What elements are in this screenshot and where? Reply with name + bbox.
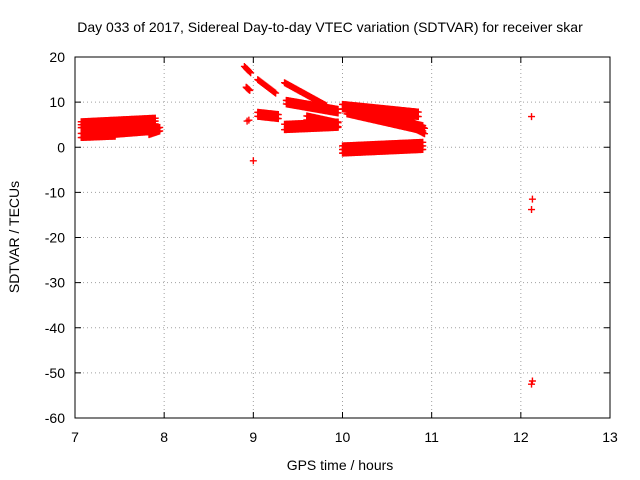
data-point [421, 124, 429, 132]
data-point [272, 89, 280, 97]
data-point [245, 116, 253, 124]
y-tick-label: -40 [45, 320, 65, 336]
x-tick-label: 9 [249, 429, 257, 445]
data-point [334, 119, 342, 127]
x-tick-labels: 7 8 9 10 11 12 13 [71, 429, 618, 445]
data-point [271, 88, 279, 96]
x-tick-label: 13 [602, 429, 618, 445]
y-tick-label: 10 [49, 94, 65, 110]
y-tick-label: 20 [49, 49, 65, 65]
data-point [528, 195, 536, 203]
data-point [249, 157, 257, 165]
data-point [528, 380, 536, 388]
x-tick-label: 11 [424, 429, 439, 445]
axis-ticks [74, 56, 611, 419]
data-point [246, 86, 254, 94]
x-tick-label: 8 [160, 429, 168, 445]
x-tick-label: 7 [71, 429, 79, 445]
y-tick-label: -20 [45, 230, 65, 246]
data-point [151, 114, 159, 122]
y-tick-label: -50 [45, 365, 65, 381]
data-points [77, 62, 536, 388]
grid-lines [75, 57, 610, 418]
data-point [414, 108, 422, 116]
data-point [247, 69, 255, 77]
data-point [156, 123, 164, 131]
chart-title: Day 033 of 2017, Sidereal Day-to-day VTE… [77, 19, 583, 35]
y-tick-label: -10 [45, 184, 65, 200]
data-point [246, 68, 254, 76]
y-axis-label: SDTVAR / TECUs [6, 181, 22, 293]
y-tick-labels: 20 10 0 -10 -20 -30 -40 -50 -60 [45, 49, 65, 426]
y-tick-label: 0 [57, 139, 65, 155]
y-tick-label: -60 [45, 410, 65, 426]
y-tick-label: -30 [45, 275, 65, 291]
x-tick-label: 12 [513, 429, 529, 445]
data-point [419, 138, 427, 146]
x-tick-label: 10 [335, 429, 351, 445]
data-point [528, 377, 536, 385]
x-axis-label: GPS time / hours [287, 457, 394, 473]
data-point [274, 111, 282, 119]
data-point [528, 113, 536, 121]
data-point [528, 206, 536, 214]
